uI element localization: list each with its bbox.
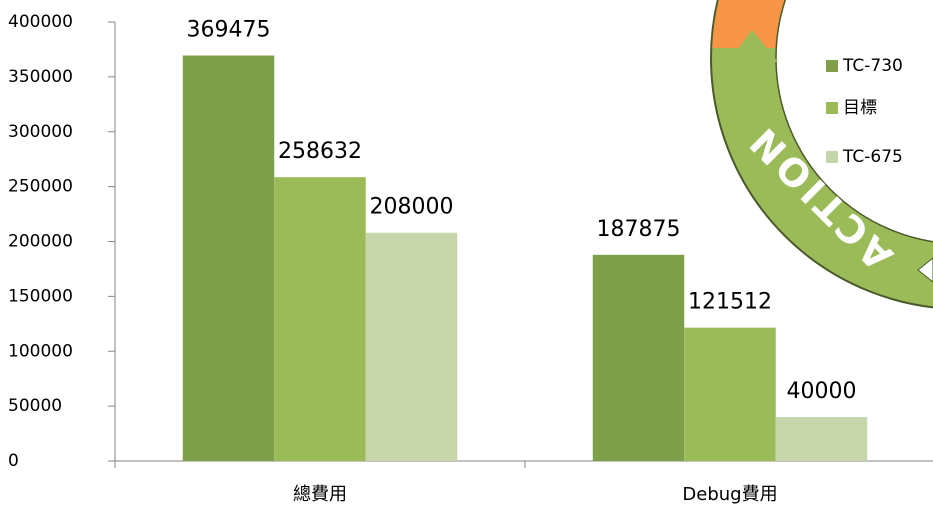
y-tick-label: 0 bbox=[8, 451, 19, 471]
arrow-head bbox=[728, 30, 778, 62]
value-label: 40000 bbox=[787, 379, 857, 404]
legend-swatch bbox=[826, 60, 838, 72]
legend-label: 目標 bbox=[843, 98, 877, 118]
action-graphic: ACTION bbox=[710, 0, 933, 309]
y-tick-label: 50000 bbox=[8, 396, 62, 416]
legend-label: TC-730 bbox=[842, 56, 903, 76]
value-label: 258632 bbox=[278, 139, 362, 164]
plot-area: 0 50000 100000 150000 200000 250000 300000 3500… bbox=[8, 12, 933, 505]
bar bbox=[365, 232, 458, 461]
value-label: 208000 bbox=[370, 195, 454, 220]
bar bbox=[182, 55, 275, 461]
value-label: 187875 bbox=[597, 217, 681, 242]
legend-swatch bbox=[826, 102, 838, 114]
legend-label: TC-675 bbox=[842, 147, 903, 167]
y-tick-label: 350000 bbox=[8, 67, 73, 87]
bar bbox=[684, 327, 776, 461]
y-tick-label: 150000 bbox=[8, 286, 73, 306]
bar bbox=[592, 254, 685, 461]
x-tick-label: Debug費用 bbox=[682, 484, 777, 505]
x-tick-label: 總費用 bbox=[293, 484, 347, 505]
value-label: 369475 bbox=[187, 18, 271, 43]
ring-inner bbox=[775, 0, 933, 243]
y-tick-label: 100000 bbox=[8, 341, 73, 361]
y-tick-label: 300000 bbox=[8, 122, 73, 142]
arrow-tip bbox=[917, 257, 933, 283]
y-tick-label: 200000 bbox=[8, 232, 73, 252]
bar bbox=[274, 177, 366, 462]
y-tick-label: 250000 bbox=[8, 177, 73, 197]
value-label: 121512 bbox=[688, 290, 772, 315]
legend: TC-730 目標 TC-675 bbox=[826, 56, 903, 167]
legend-swatch bbox=[826, 151, 838, 163]
y-tick-label: 400000 bbox=[8, 12, 73, 32]
bar bbox=[775, 417, 868, 461]
